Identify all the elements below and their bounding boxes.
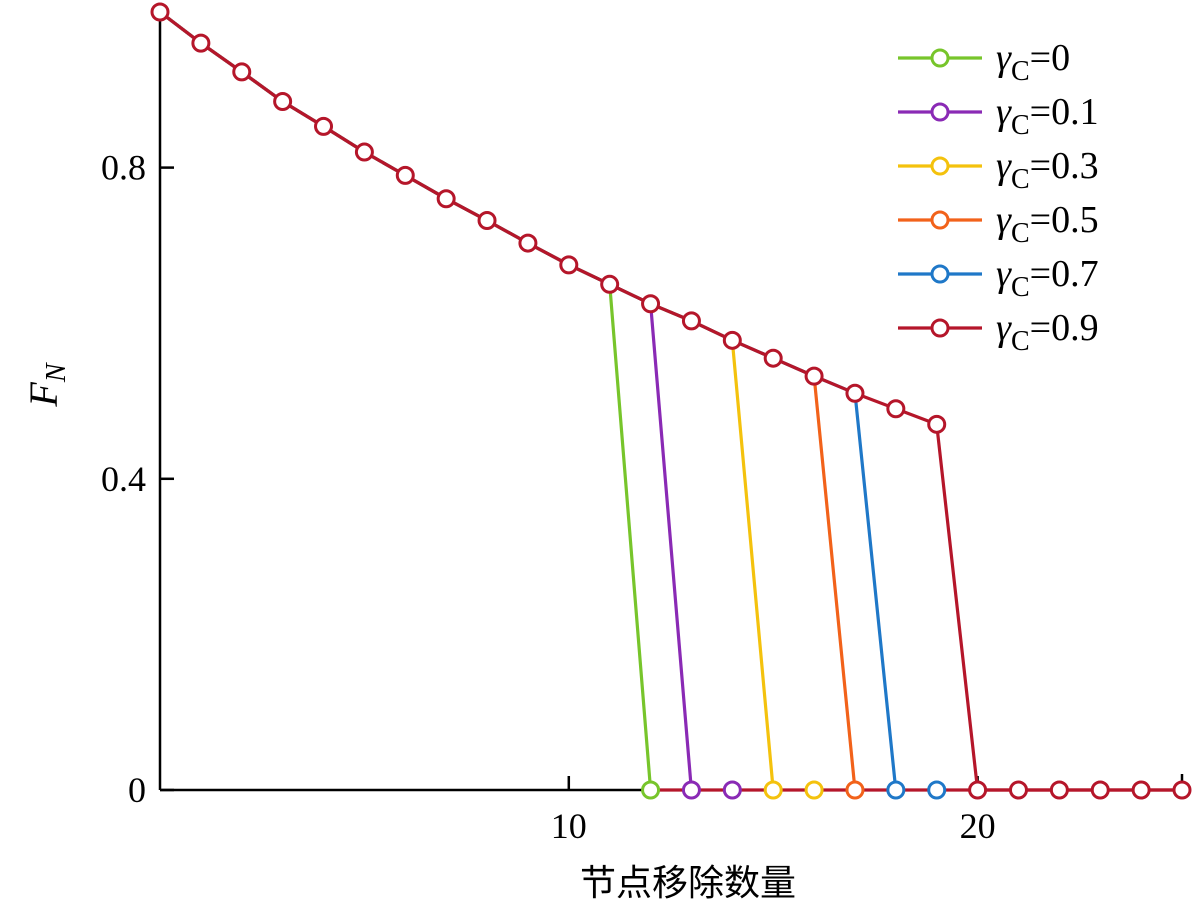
- legend: γC=0γC=0.1γC=0.3γC=0.5γC=0.7γC=0.9: [898, 37, 1099, 357]
- zero-marker-19: [927, 780, 947, 800]
- drop-marker-1: [681, 780, 701, 800]
- markers: [150, 2, 1192, 800]
- legend-marker-4: [930, 264, 950, 284]
- series-line-4: [159, 10, 898, 791]
- series-line-0: [159, 10, 653, 791]
- point-marker-2: [232, 62, 252, 82]
- point-marker-5: [354, 142, 374, 162]
- point-marker-12: [641, 294, 661, 314]
- legend-marker-1: [930, 102, 950, 122]
- legend-label-3: γC=0.5: [996, 199, 1099, 249]
- point-marker-0: [150, 2, 170, 22]
- tail-marker-24: [1131, 780, 1151, 800]
- tail-marker-21: [1008, 780, 1028, 800]
- point-marker-18: [886, 399, 906, 419]
- legend-marker-5: [930, 318, 950, 338]
- point-marker-6: [395, 165, 415, 185]
- point-marker-15: [763, 348, 783, 368]
- y-tick-label-2: 0.8: [101, 148, 146, 188]
- legend-label-4: γC=0.7: [996, 253, 1099, 303]
- x-tick-label-20: 20: [960, 806, 996, 846]
- tail-marker-23: [1090, 780, 1110, 800]
- series-line-1: [159, 10, 693, 791]
- legend-label-1: γC=0.1: [996, 91, 1099, 141]
- legend-marker-2: [930, 156, 950, 176]
- point-marker-19: [927, 414, 947, 434]
- legend-marker-3: [930, 210, 950, 230]
- y-tick-label-1: 0.4: [101, 459, 146, 499]
- point-marker-3: [273, 91, 293, 111]
- zero-marker-16: [804, 780, 824, 800]
- point-marker-11: [600, 274, 620, 294]
- drop-marker-5: [968, 780, 988, 800]
- legend-label-0: γC=0: [996, 37, 1070, 87]
- x-tick-label-10: 10: [551, 806, 587, 846]
- point-marker-7: [436, 189, 456, 209]
- point-marker-10: [559, 255, 579, 275]
- tail-marker-25: [1172, 780, 1192, 800]
- y-tick-label-0: 0: [128, 770, 146, 810]
- point-marker-16: [804, 366, 824, 386]
- point-marker-1: [191, 33, 211, 53]
- drop-marker-0: [641, 780, 661, 800]
- point-marker-14: [722, 330, 742, 350]
- x-axis-title: 节点移除数量: [580, 863, 796, 904]
- tick-labels: 10 20 0 0.4 0.8: [101, 148, 996, 846]
- series-line-3: [159, 10, 857, 791]
- point-marker-13: [681, 311, 701, 331]
- drop-marker-2: [763, 780, 783, 800]
- point-marker-8: [477, 211, 497, 231]
- legend-label-5: γC=0.9: [996, 307, 1099, 357]
- y-axis-title-sub: N: [41, 362, 72, 383]
- drop-marker-4: [886, 780, 906, 800]
- tail-marker-22: [1049, 780, 1069, 800]
- point-marker-17: [845, 383, 865, 403]
- y-axis-title-main: F: [21, 382, 66, 408]
- drop-marker-3: [845, 780, 865, 800]
- point-marker-4: [314, 116, 334, 136]
- legend-marker-0: [930, 48, 950, 68]
- legend-label-2: γC=0.3: [996, 145, 1099, 195]
- y-axis-title: FN: [21, 362, 72, 407]
- zero-marker-14: [722, 780, 742, 800]
- point-marker-9: [518, 233, 538, 253]
